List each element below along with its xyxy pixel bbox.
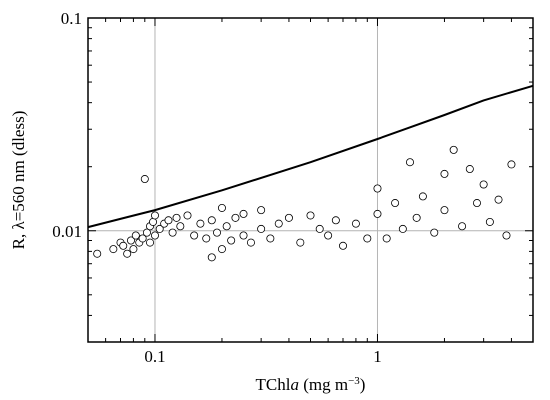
data-point xyxy=(405,158,414,167)
data-point xyxy=(257,206,266,215)
data-point xyxy=(239,209,248,218)
data-point xyxy=(217,245,226,254)
x-axis-label-italic: a xyxy=(290,375,299,394)
data-point xyxy=(382,234,391,243)
data-point xyxy=(465,165,474,174)
x-axis-label: TChla (mg m−3) xyxy=(256,375,366,394)
data-point xyxy=(164,216,173,225)
data-point xyxy=(306,211,315,220)
plot-frame xyxy=(87,17,534,343)
x-tick-label: 0.1 xyxy=(144,347,165,366)
data-point xyxy=(138,234,147,243)
data-point xyxy=(418,192,427,201)
data-points xyxy=(93,145,516,262)
data-point xyxy=(266,234,275,243)
data-point xyxy=(150,211,159,220)
data-point xyxy=(274,219,283,228)
x-axis-label-main: TChl xyxy=(256,375,291,394)
data-point xyxy=(339,241,348,250)
data-point xyxy=(472,199,481,208)
data-point xyxy=(373,184,382,193)
data-point xyxy=(257,224,266,233)
x-axis-label-close: ) xyxy=(360,375,366,394)
y-axis-label: R, λ=560 nm (dless) xyxy=(9,111,28,250)
data-point xyxy=(202,234,211,243)
data-point xyxy=(142,228,151,237)
data-point xyxy=(449,145,458,154)
data-point xyxy=(123,249,132,258)
data-point xyxy=(391,199,400,208)
data-point xyxy=(168,228,177,237)
data-point xyxy=(183,211,192,220)
data-point xyxy=(373,209,382,218)
x-axis-label-exponent: −3 xyxy=(348,375,360,387)
tick-labels: 0.1 1 0.01 0.1 xyxy=(52,9,381,366)
data-point xyxy=(296,238,305,247)
data-point xyxy=(284,213,293,222)
data-point xyxy=(412,213,421,222)
data-point xyxy=(479,180,488,189)
data-point xyxy=(246,238,255,247)
data-point xyxy=(351,219,360,228)
data-point xyxy=(502,231,511,240)
model-curve xyxy=(87,84,534,229)
data-point xyxy=(207,216,216,225)
y-tick-label: 0.1 xyxy=(61,9,82,28)
data-point xyxy=(190,231,199,240)
gridlines xyxy=(88,18,533,342)
data-point xyxy=(430,228,439,237)
data-point xyxy=(155,224,164,233)
data-point xyxy=(213,228,222,237)
data-point xyxy=(507,160,516,169)
data-point xyxy=(146,238,155,247)
data-point xyxy=(494,195,503,204)
data-point xyxy=(231,213,240,222)
data-point xyxy=(315,224,324,233)
data-point xyxy=(119,241,128,250)
data-point xyxy=(176,222,185,231)
data-point xyxy=(227,236,236,245)
x-tick-label: 1 xyxy=(373,347,382,366)
data-point xyxy=(172,213,181,222)
x-axis-label-units: (mg m xyxy=(299,375,348,394)
data-point xyxy=(239,231,248,240)
data-point xyxy=(398,224,407,233)
data-point xyxy=(140,175,149,184)
data-point xyxy=(458,222,467,231)
data-point xyxy=(331,216,340,225)
data-point xyxy=(217,203,226,212)
data-point xyxy=(363,234,372,243)
data-point xyxy=(196,219,205,228)
data-point xyxy=(149,217,158,226)
y-tick-label: 0.01 xyxy=(52,222,82,241)
data-point xyxy=(324,231,333,240)
data-point xyxy=(207,253,216,262)
data-point xyxy=(485,217,494,226)
data-point xyxy=(150,231,159,240)
data-point xyxy=(440,169,449,178)
data-point xyxy=(131,231,140,240)
data-point xyxy=(109,245,118,254)
data-point xyxy=(222,222,231,231)
data-point xyxy=(126,236,135,245)
data-point xyxy=(129,245,138,254)
data-point xyxy=(93,249,102,258)
data-point xyxy=(440,206,449,215)
